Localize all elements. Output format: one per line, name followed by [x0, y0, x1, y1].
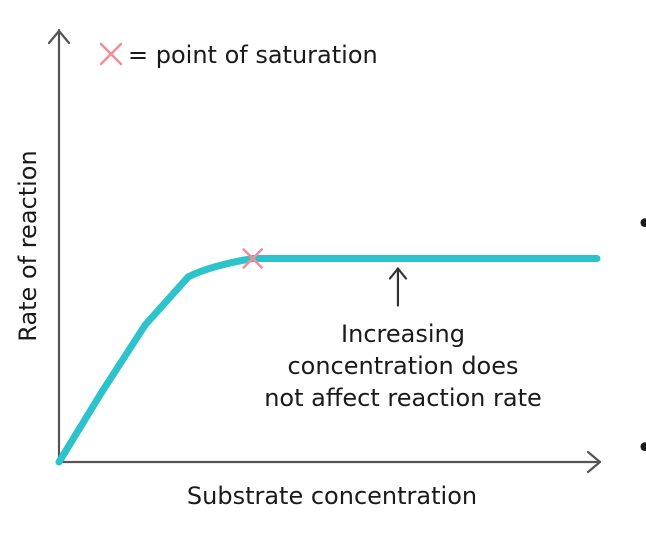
arrow-up-icon: [388, 267, 408, 307]
x-axis-arrow-icon: [586, 450, 602, 474]
series-line: [55, 255, 601, 466]
annotation-line-1: Increasing: [341, 320, 465, 348]
annotation-line-2: concentration does: [287, 352, 518, 380]
saturation-marker: [242, 248, 263, 269]
legend-label: = point of saturation: [128, 41, 378, 69]
legend: = point of saturation: [99, 41, 378, 69]
side-bullet-1: •: [636, 207, 646, 242]
annotation-line-3: not affect reaction rate: [264, 384, 542, 412]
y-axis-arrow-icon: [47, 29, 71, 45]
axes: [47, 28, 602, 474]
legend-cross-icon: [99, 42, 123, 66]
y-axis-label: Rate of reaction: [14, 150, 42, 341]
annotation: Increasing concentration does not affect…: [264, 267, 542, 412]
side-bullet-2: •: [636, 431, 646, 466]
x-axis-label: Substrate concentration: [187, 482, 477, 510]
